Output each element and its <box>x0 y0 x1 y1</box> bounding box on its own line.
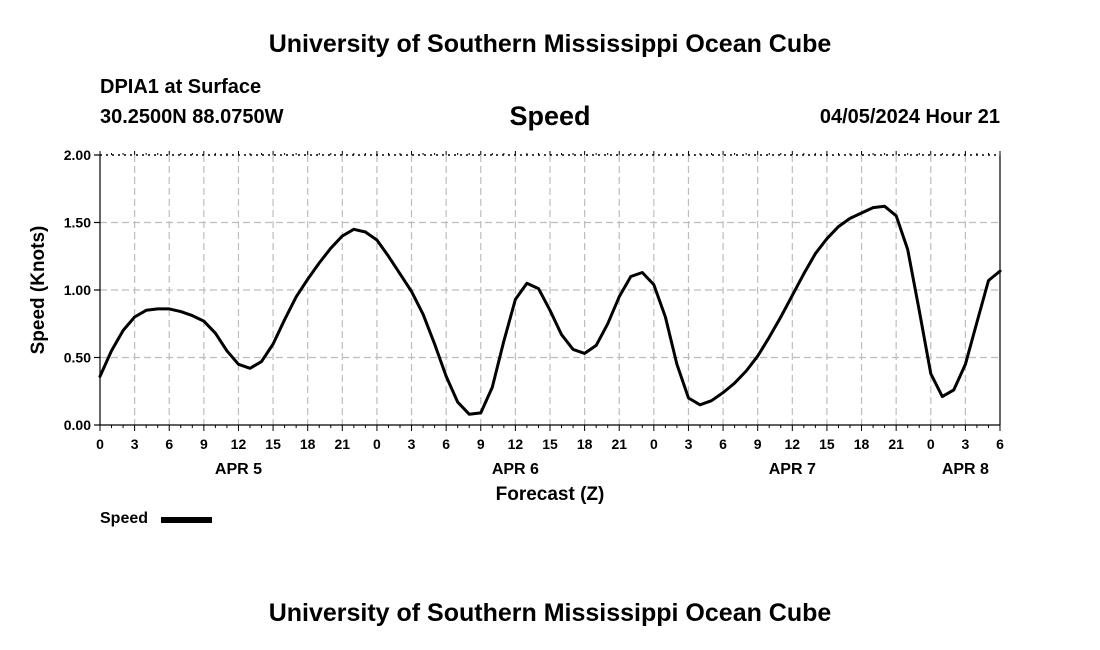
station-label: DPIA1 at Surface <box>100 76 262 98</box>
coordinates-label: 30.2500N 88.0750W <box>100 106 284 128</box>
x-tick-label: 3 <box>408 436 416 452</box>
x-tick-label: 15 <box>265 436 281 452</box>
legend-label: Speed <box>100 510 149 527</box>
x-tick-label: 12 <box>231 436 247 452</box>
x-tick-label: 9 <box>200 436 208 452</box>
forecast-datetime: 04/05/2024 Hour 21 <box>819 106 1000 128</box>
variable-title: Speed <box>509 101 591 131</box>
y-tick-label: 1.00 <box>64 282 91 298</box>
x-date-label: APR 8 <box>942 461 989 478</box>
x-date-label: APR 5 <box>215 461 262 478</box>
y-tick-label: 0.00 <box>64 417 91 433</box>
x-tick-label: 9 <box>477 436 485 452</box>
x-tick-label: 6 <box>719 436 727 452</box>
x-tick-label: 6 <box>165 436 173 452</box>
x-tick-label: 18 <box>854 436 870 452</box>
x-date-label: APR 6 <box>492 461 539 478</box>
x-tick-label: 6 <box>996 436 1004 452</box>
x-tick-label: 15 <box>819 436 835 452</box>
x-tick-label: 3 <box>131 436 139 452</box>
legend-line-swatch <box>161 517 212 523</box>
y-tick-label: 1.50 <box>64 215 91 231</box>
chart-footer-title: University of Southern Mississippi Ocean… <box>268 599 832 627</box>
x-tick-label: 18 <box>300 436 316 452</box>
y-tick-label: 2.00 <box>64 147 91 163</box>
x-tick-label: 21 <box>888 436 904 452</box>
x-tick-label: 21 <box>611 436 627 452</box>
x-tick-label: 15 <box>542 436 558 452</box>
x-tick-label: 9 <box>754 436 762 452</box>
chart-main-title: University of Southern Mississippi Ocean… <box>268 30 832 58</box>
x-tick-label: 3 <box>961 436 969 452</box>
x-tick-label: 21 <box>335 436 351 452</box>
y-axis-title: Speed (Knots) <box>28 226 49 355</box>
speed-series-line <box>98 204 1002 416</box>
x-tick-label: 12 <box>785 436 801 452</box>
x-tick-label: 3 <box>685 436 693 452</box>
x-axis-title: Forecast (Z) <box>496 484 605 505</box>
x-date-label: APR 7 <box>769 461 816 478</box>
x-tick-label: 0 <box>927 436 935 452</box>
x-tick-label: 0 <box>96 436 104 452</box>
y-tick-label: 0.50 <box>64 350 91 366</box>
x-tick-label: 0 <box>373 436 381 452</box>
x-tick-label: 18 <box>577 436 593 452</box>
x-tick-label: 0 <box>650 436 658 452</box>
x-tick-label: 12 <box>508 436 524 452</box>
x-tick-label: 6 <box>442 436 450 452</box>
